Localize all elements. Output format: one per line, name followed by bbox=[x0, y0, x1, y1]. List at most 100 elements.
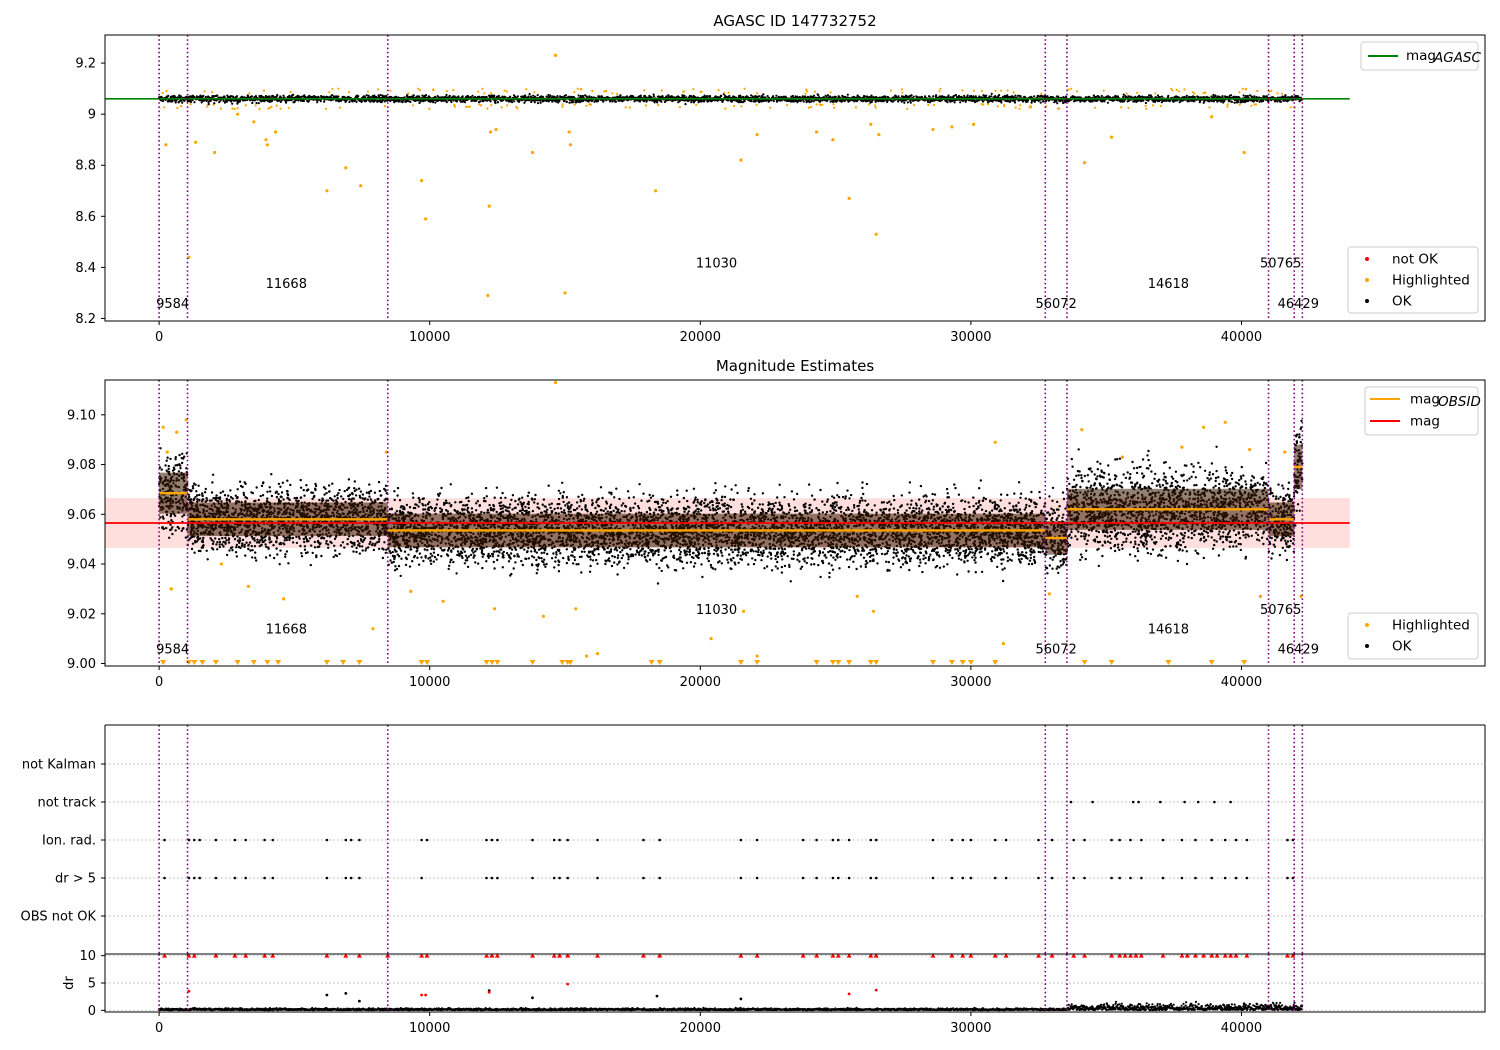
ok-point bbox=[171, 100, 174, 103]
ok-point bbox=[226, 94, 229, 97]
highlighted-point bbox=[1238, 103, 1241, 106]
ok-point bbox=[338, 488, 341, 492]
highlighted-point bbox=[165, 89, 168, 93]
highlighted-point bbox=[1171, 89, 1174, 92]
highlighted-point bbox=[1006, 89, 1009, 92]
highlighted-point bbox=[813, 90, 817, 93]
ok-point bbox=[457, 95, 460, 98]
highlighted-point bbox=[468, 105, 471, 108]
ok-point bbox=[300, 552, 303, 555]
ok-point bbox=[826, 94, 830, 97]
highlighted-point bbox=[1018, 107, 1021, 110]
ok-point bbox=[906, 101, 910, 104]
ok-point bbox=[448, 94, 451, 97]
ok-point bbox=[588, 95, 591, 98]
p1-ytick-label: 8.8 bbox=[75, 159, 96, 174]
ok-point bbox=[333, 537, 337, 541]
highlighted-point bbox=[1125, 92, 1128, 95]
highlighted-point bbox=[407, 92, 410, 95]
ok-point bbox=[176, 463, 179, 467]
highlighted-point bbox=[932, 103, 936, 107]
ok-point bbox=[225, 497, 228, 500]
highlighted-point bbox=[576, 87, 579, 90]
ok-point bbox=[331, 94, 334, 97]
ok-point bbox=[485, 96, 488, 99]
ok-point bbox=[356, 540, 360, 543]
highlighted-point bbox=[1280, 92, 1284, 95]
highlighted-point bbox=[1250, 104, 1253, 107]
ok-point bbox=[314, 484, 318, 488]
ok-point bbox=[954, 93, 958, 97]
ok-point bbox=[167, 94, 170, 97]
highlighted-point bbox=[982, 103, 985, 106]
ok-point bbox=[825, 96, 828, 99]
ok-point bbox=[293, 496, 296, 500]
ok-point bbox=[374, 542, 377, 545]
highlighted-point bbox=[755, 133, 759, 137]
highlighted-point bbox=[445, 90, 448, 93]
ok-point bbox=[758, 95, 761, 98]
ok-point bbox=[255, 101, 258, 105]
highlighted-point bbox=[723, 91, 726, 94]
highlighted-point bbox=[603, 90, 606, 93]
ok-point bbox=[285, 536, 288, 539]
ok-point bbox=[1262, 99, 1265, 102]
ok-point bbox=[227, 538, 230, 541]
highlighted-point bbox=[615, 92, 619, 95]
ok-point bbox=[262, 96, 265, 99]
highlighted-point bbox=[1254, 103, 1258, 106]
ok-point bbox=[317, 541, 321, 544]
ok-point bbox=[219, 491, 222, 494]
highlighted-point bbox=[573, 91, 576, 94]
ok-point bbox=[565, 100, 569, 103]
ok-point bbox=[619, 94, 622, 97]
highlighted-point bbox=[739, 158, 743, 162]
highlighted-point bbox=[432, 89, 435, 92]
highlighted-point bbox=[464, 105, 468, 108]
highlighted-point bbox=[494, 127, 498, 132]
highlighted-point bbox=[478, 103, 481, 106]
highlighted-point bbox=[829, 91, 832, 94]
ok-point bbox=[257, 102, 260, 105]
highlighted-point bbox=[481, 87, 484, 90]
ok-point bbox=[493, 94, 496, 97]
ok-point bbox=[191, 487, 195, 490]
highlighted-point bbox=[1120, 106, 1123, 109]
ok-point bbox=[1263, 95, 1266, 98]
highlighted-point bbox=[348, 91, 351, 94]
highlighted-point bbox=[810, 105, 813, 109]
ok-point bbox=[834, 95, 837, 98]
ok-point bbox=[455, 100, 458, 103]
highlighted-point bbox=[867, 103, 871, 106]
ok-point bbox=[327, 484, 331, 487]
ok-point bbox=[251, 491, 254, 495]
ok-point bbox=[160, 99, 163, 102]
highlighted-point bbox=[563, 291, 567, 295]
ok-point bbox=[614, 100, 618, 103]
highlighted-point bbox=[189, 103, 192, 106]
highlighted-point bbox=[869, 122, 873, 126]
ok-point bbox=[202, 94, 205, 97]
ok-point bbox=[171, 469, 175, 472]
highlighted-point bbox=[1256, 89, 1259, 93]
ok-point bbox=[160, 468, 163, 471]
ok-point bbox=[337, 492, 340, 495]
ok-point bbox=[1144, 101, 1147, 105]
ok-point bbox=[361, 545, 364, 548]
ok-point bbox=[347, 497, 351, 501]
highlighted-point bbox=[585, 104, 588, 107]
ok-point bbox=[348, 100, 351, 104]
highlighted-point bbox=[287, 106, 290, 109]
highlighted-point bbox=[561, 103, 564, 106]
ok-point bbox=[539, 101, 542, 104]
ok-point bbox=[341, 541, 345, 544]
ok-point bbox=[912, 95, 915, 98]
highlighted-point bbox=[489, 92, 493, 95]
ok-point bbox=[177, 527, 181, 530]
highlighted-point bbox=[786, 104, 789, 107]
highlighted-point bbox=[480, 104, 483, 107]
ok-point bbox=[196, 494, 199, 497]
ok-point bbox=[231, 549, 234, 552]
highlighted-point bbox=[1226, 103, 1229, 106]
ok-point bbox=[174, 529, 177, 532]
